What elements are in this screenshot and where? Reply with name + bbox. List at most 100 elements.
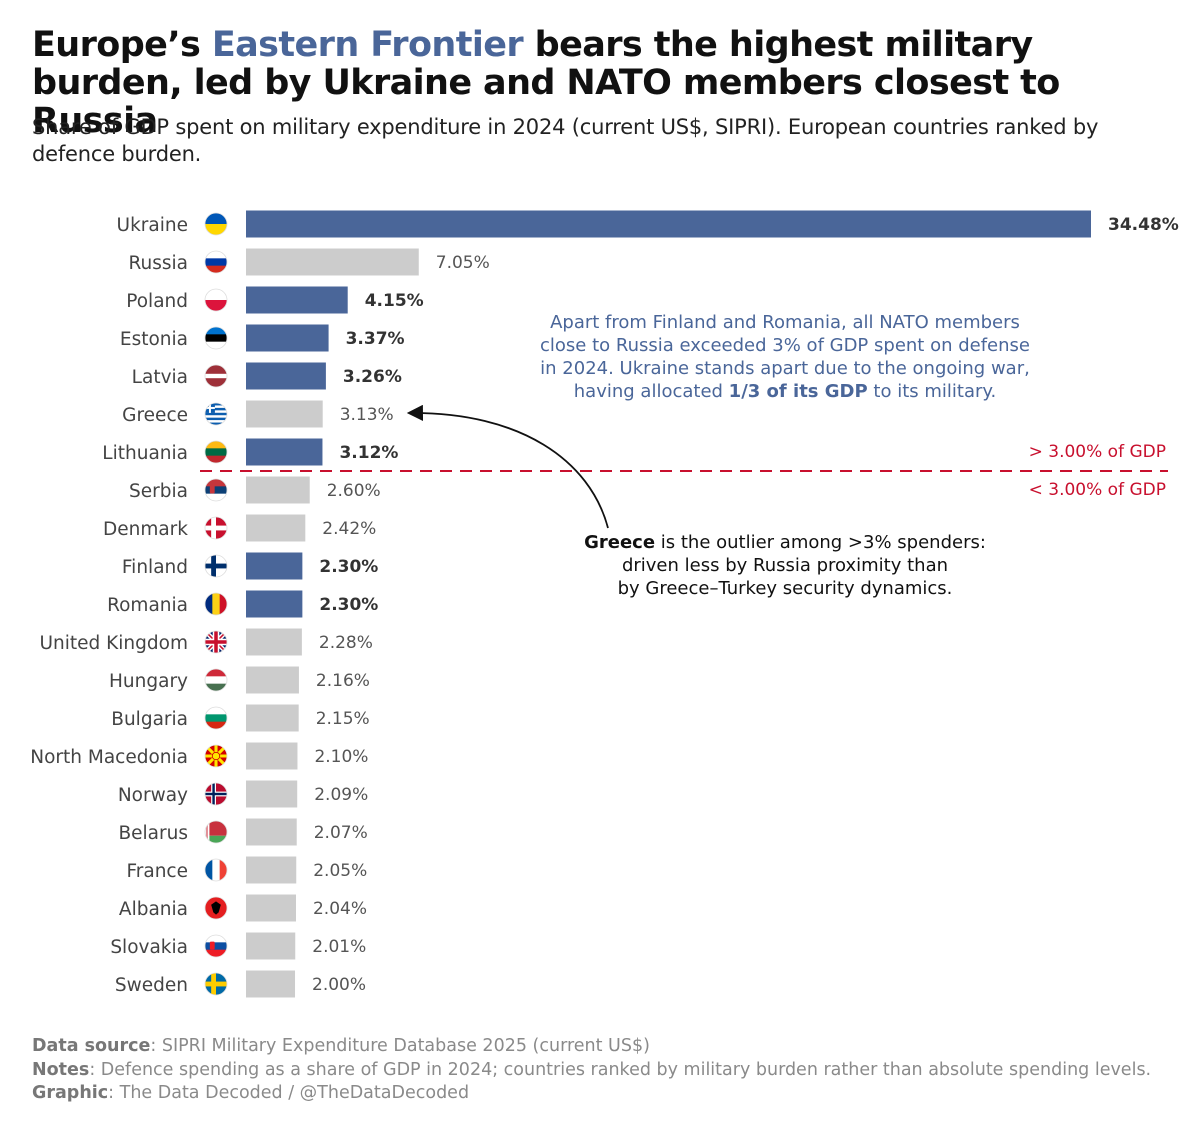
bar-denmark [246,514,306,542]
estonia-flag-icon [204,326,228,350]
value-label-north-macedonia: 2.10% [314,747,368,767]
bar-row-ukraine: Ukraine 34.48% [117,210,1179,238]
category-label-north-macedonia: North Macedonia [30,747,188,768]
title-highlight: Eastern Frontier [211,25,524,65]
footer-notes-label: Notes [32,1059,90,1080]
hungary-flag-icon [204,668,228,692]
nato-annotation-line-3: in 2024. Ukraine stands apart due to the… [540,358,1030,379]
bar-row-poland: Poland 4.15% [126,286,424,314]
bar-row-united-kingdom: United Kingdom 2.28% [40,628,373,656]
footer-graphic-label: Graphic [32,1083,109,1103]
greece-annotation-line-1-rest: is the outlier among >3% spenders: [655,532,986,553]
greece-annotation: Greece is the outlier among >3% spenders… [584,532,986,599]
bar-row-sweden: Sweden 2.00% [115,970,366,998]
nato-annotation-line-2: close to Russia exceeded 3% of GDP spent… [540,335,1030,356]
bar-serbia [246,476,310,504]
value-label-france: 2.05% [313,861,367,881]
category-label-france: France [126,861,188,882]
value-label-albania: 2.04% [313,899,367,919]
category-label-lithuania: Lithuania [102,443,188,464]
footer-notes: Notes: Defence spending as a share of GD… [32,1059,1192,1083]
bar-row-denmark: Denmark 2.42% [103,514,376,542]
value-label-finland: 2.30% [319,557,378,577]
category-label-finland: Finland [122,557,188,578]
nato-annotation: Apart from Finland and Romania, all NATO… [540,312,1030,402]
chart-subtitle: Share of GDP spent on military expenditu… [32,115,1099,166]
threshold-label-above: > 3.00% of GDP [1029,442,1166,462]
nato-annotation-line-1: Apart from Finland and Romania, all NATO… [550,312,1020,333]
category-label-slovakia: Slovakia [110,937,188,958]
value-label-latvia: 3.26% [343,367,402,387]
bar-slovakia [246,932,296,960]
category-label-latvia: Latvia [132,367,188,388]
bar-ukraine [246,210,1091,238]
belarus-flag-icon [204,820,228,844]
sweden-flag-icon [204,972,228,996]
category-label-serbia: Serbia [129,481,188,502]
bar-row-serbia: Serbia 2.60% [129,476,381,504]
category-label-greece: Greece [122,405,188,426]
value-label-lithuania: 3.12% [339,443,398,463]
category-label-denmark: Denmark [103,519,188,540]
lithuania-flag-icon [204,440,228,464]
value-label-united-kingdom: 2.28% [319,633,373,653]
nato-annotation-line-4-pre: having allocated [574,381,729,402]
value-label-serbia: 2.60% [327,481,381,501]
value-label-slovakia: 2.01% [312,937,366,957]
value-label-denmark: 2.42% [322,519,376,539]
title-prefix: Europe’s [32,25,212,65]
value-label-bulgaria: 2.15% [316,709,370,729]
poland-flag-icon [204,288,228,312]
greece-annotation-arrow [406,404,609,529]
bar-row-hungary: Hungary 2.16% [109,666,370,694]
greece-annotation-bold: Greece [584,532,655,553]
ukraine-flag-icon [204,212,228,236]
bar-chart: Ukraine 34.48% Russia 7.05% Poland 4.15% Eston… [30,210,1179,998]
united-kingdom-flag-icon [204,630,228,654]
bar-bulgaria [246,704,299,732]
value-label-greece: 3.13% [340,405,394,425]
category-label-ukraine: Ukraine [117,215,188,236]
bar-north-macedonia [246,742,298,770]
bar-row-norway: Norway 2.09% [118,780,368,808]
footer-graphic-text: : The Data Decoded / @TheDataDecoded [108,1083,470,1103]
greece-flag-icon [204,402,228,426]
nato-annotation-line-4-post: to its military. [868,381,997,402]
bar-lithuania [246,438,323,466]
bar-greece [246,400,323,428]
albania-flag-icon [204,896,228,920]
bar-row-estonia: Estonia 3.37% [120,324,405,352]
bar-row-romania: Romania 2.30% [107,590,378,618]
bar-estonia [246,324,329,352]
value-label-norway: 2.09% [314,785,368,805]
category-label-united-kingdom: United Kingdom [40,633,189,654]
category-label-russia: Russia [128,253,188,274]
bar-latvia [246,362,326,390]
footer-notes-text: : Defence spending as a share of GDP in … [89,1059,1152,1080]
greece-annotation-line-3: by Greece–Turkey security dynamics. [618,578,953,599]
bulgaria-flag-icon [204,706,228,730]
greece-annotation-line-1: Greece is the outlier among >3% spenders… [584,532,986,553]
category-label-albania: Albania [119,899,188,920]
bar-row-north-macedonia: North Macedonia 2.10% [30,742,368,770]
bar-norway [246,780,298,808]
norway-flag-icon [204,782,228,806]
value-label-sweden: 2.00% [312,975,366,995]
title-suffix: bears the highest military burden, led b… [32,25,1060,141]
finland-flag-icon [204,554,228,578]
bar-row-albania: Albania 2.04% [119,894,367,922]
footer-source-label: Data source [32,1036,151,1056]
chart-footer: Data source: SIPRI Military Expenditure … [32,1035,1192,1106]
bar-row-belarus: Belarus 2.07% [118,818,368,846]
bar-row-france: France 2.05% [126,856,367,884]
bar-albania [246,894,296,922]
bar-row-bulgaria: Bulgaria 2.15% [111,704,370,732]
nato-annotation-line-4-bold: 1/3 of its GDP [729,381,868,402]
bar-row-greece: Greece 3.13% [122,400,394,428]
bar-hungary [246,666,299,694]
slovakia-flag-icon [204,934,228,958]
latvia-flag-icon [204,364,228,388]
bar-row-lithuania: Lithuania 3.12% [102,438,398,466]
russia-flag-icon [204,250,228,274]
bar-row-slovakia: Slovakia 2.01% [110,932,366,960]
